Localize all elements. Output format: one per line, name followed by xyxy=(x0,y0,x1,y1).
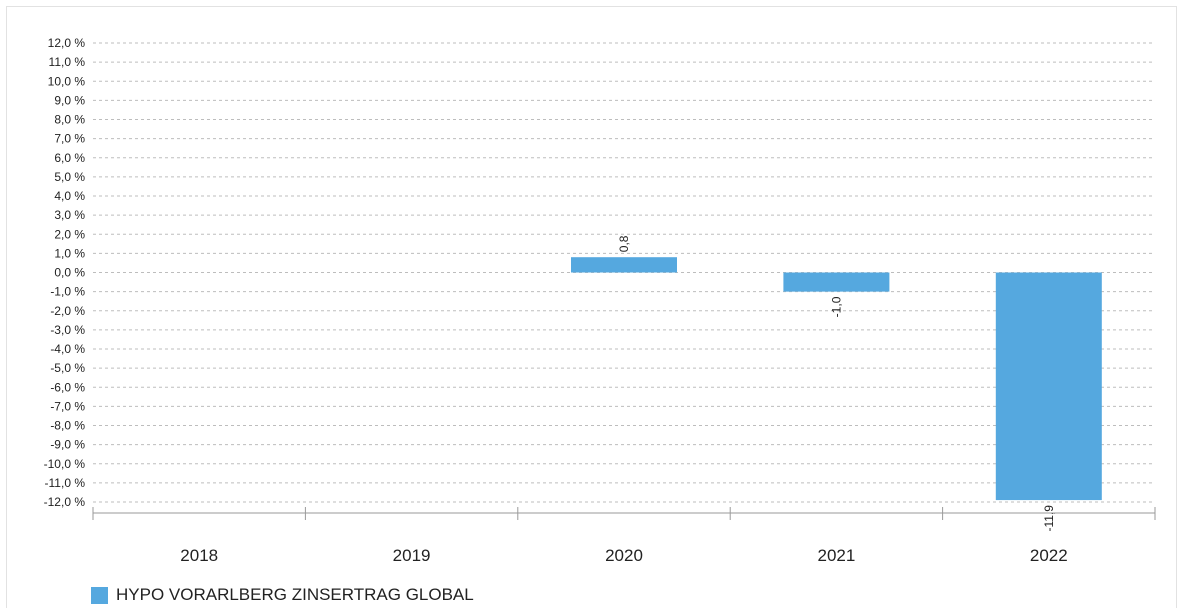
y-tick-label: 3,0 % xyxy=(54,208,85,222)
y-tick-label: -6,0 % xyxy=(50,380,85,394)
y-tick-label: -3,0 % xyxy=(50,323,85,337)
y-tick-label: 11,0 % xyxy=(49,55,86,69)
bars xyxy=(571,257,1102,501)
data-label-2021: -1,0 xyxy=(829,296,843,317)
y-tick-label: -8,0 % xyxy=(50,419,85,433)
x-tick-label: 2018 xyxy=(180,546,218,565)
y-tick-label: 2,0 % xyxy=(54,227,85,241)
y-tick-label: 7,0 % xyxy=(54,132,85,146)
y-tick-label: -12,0 % xyxy=(44,495,86,509)
y-tick-label: -1,0 % xyxy=(50,285,85,299)
y-tick-label: 8,0 % xyxy=(54,113,85,127)
x-tick-label: 2020 xyxy=(605,546,643,565)
data-label-2020: 0,8 xyxy=(617,235,631,252)
y-tick-label: 6,0 % xyxy=(54,151,85,165)
x-axis: 2018 2019 2020 2021 2022 xyxy=(92,507,1156,565)
y-tick-label: 5,0 % xyxy=(54,170,85,184)
y-tick-label: -2,0 % xyxy=(50,304,85,318)
x-tick-label: 2022 xyxy=(1030,546,1068,565)
y-tick-label: -4,0 % xyxy=(50,342,85,356)
legend-label: HYPO VORARLBERG ZINSERTRAG GLOBAL xyxy=(116,585,474,604)
y-tick-label: -9,0 % xyxy=(50,438,85,452)
x-tick-label: 2021 xyxy=(817,546,855,565)
legend-swatch xyxy=(91,586,108,604)
y-tick-label: -11,0 % xyxy=(45,476,86,490)
y-tick-label: 9,0 % xyxy=(54,93,85,107)
chart-frame xyxy=(6,6,1177,608)
y-axis-ticks: 12,0 % 11,0 % 10,0 % 9,0 % 8,0 % 7,0 % 6,0 % 5,… xyxy=(44,36,86,509)
y-tick-label: -5,0 % xyxy=(50,361,85,375)
y-tick-label: 4,0 % xyxy=(54,189,85,203)
y-tick-label: -7,0 % xyxy=(50,399,85,413)
bar-2021 xyxy=(783,272,890,292)
y-tick-label: 1,0 % xyxy=(54,246,85,260)
data-labels: 0,8 -1,0 -11,9 xyxy=(617,235,1056,531)
bar-2022 xyxy=(995,272,1102,501)
y-tick-label: -10,0 % xyxy=(44,457,86,471)
bar-2020 xyxy=(571,257,677,273)
y-tick-label: 0,0 % xyxy=(54,266,85,280)
data-label-2022: -11,9 xyxy=(1042,505,1056,532)
y-tick-label: 10,0 % xyxy=(48,74,86,88)
y-tick-label: 12,0 % xyxy=(48,36,86,50)
legend: HYPO VORARLBERG ZINSERTRAG GLOBAL xyxy=(91,585,474,605)
x-tick-label: 2019 xyxy=(393,546,431,565)
